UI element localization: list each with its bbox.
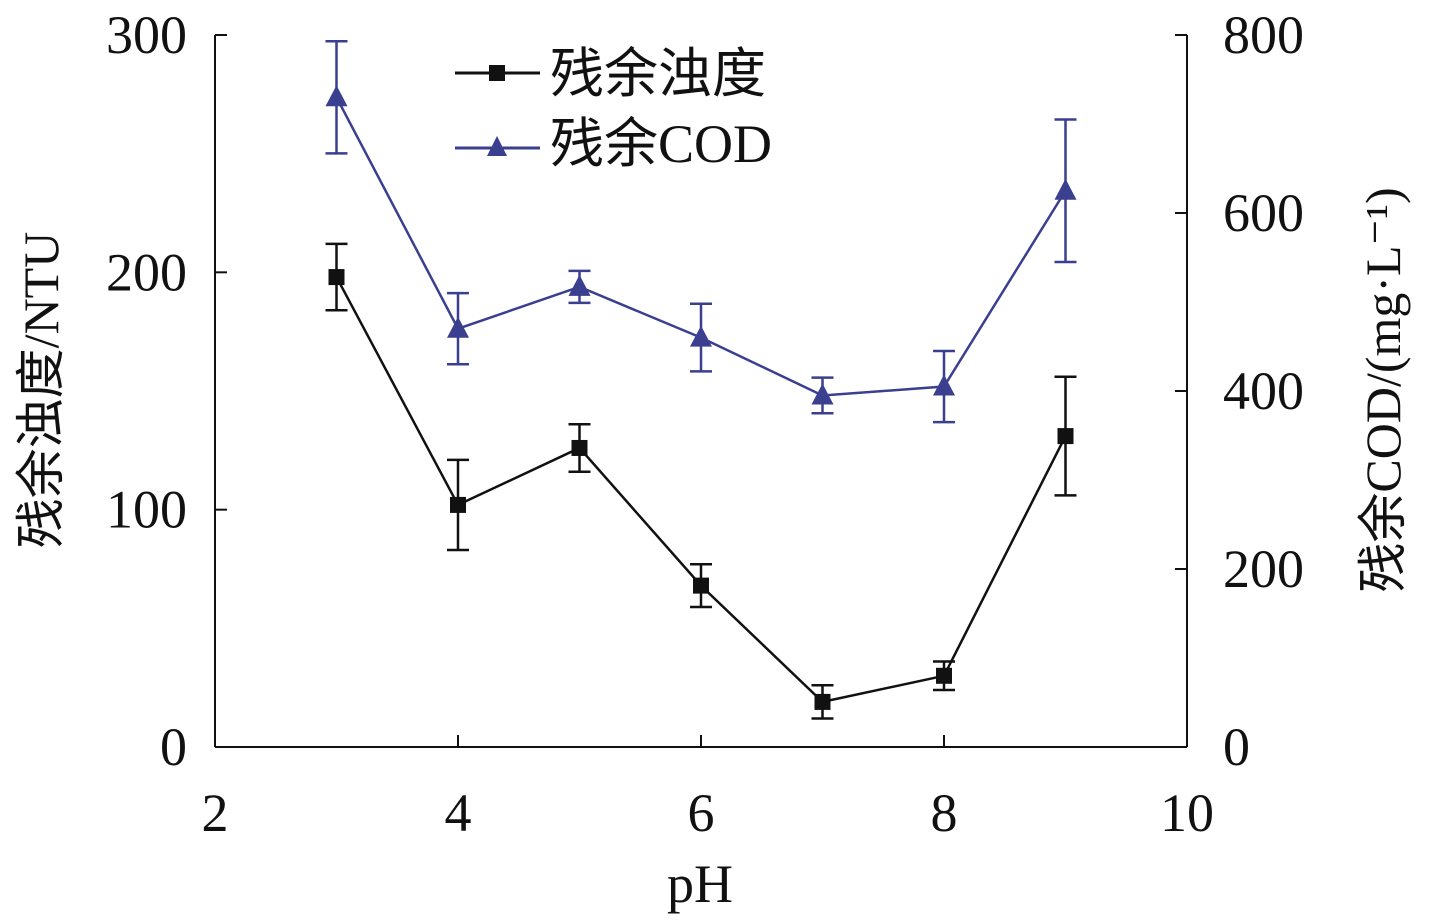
series-cod	[325, 39, 1077, 424]
y-left-tick-label: 100	[106, 480, 187, 540]
y-right-tick-label: 400	[1223, 361, 1304, 421]
data-point-turbidity	[571, 439, 588, 456]
x-tick-label: 4	[445, 783, 472, 843]
legend-label-turbidity: 残余浊度	[550, 44, 766, 104]
data-point-cod	[568, 274, 591, 296]
y-axis-right-label: 残余COD/(mg·L⁻¹)	[1355, 187, 1411, 592]
series-turbidity	[325, 242, 1077, 720]
legend-marker-turbidity	[489, 65, 505, 81]
data-point-turbidity	[1057, 428, 1074, 445]
data-point-turbidity	[450, 496, 466, 513]
y-left-tick-label: 0	[160, 717, 187, 777]
y-right-tick-label: 800	[1223, 5, 1304, 65]
data-point-cod	[447, 316, 469, 338]
y-left-tick-label: 300	[106, 5, 187, 65]
x-tick-label: 10	[1160, 783, 1214, 843]
data-point-cod	[690, 325, 712, 347]
series-layer	[325, 39, 1077, 720]
data-point-turbidity	[814, 693, 831, 710]
data-point-cod	[933, 374, 955, 396]
data-point-cod	[1054, 178, 1077, 200]
data-point-turbidity	[693, 577, 709, 594]
x-axis-label: pH	[667, 854, 733, 914]
x-tick-label: 8	[931, 783, 958, 843]
y-right-tick-label: 0	[1223, 717, 1250, 777]
y-right-tick-label: 200	[1223, 539, 1304, 599]
legend: 残余浊度 残余COD	[455, 44, 772, 174]
x-tick-label: 2	[202, 783, 229, 843]
legend-marker-cod	[487, 136, 507, 156]
legend-label-cod: 残余COD	[550, 114, 772, 174]
x-tick-label: 6	[688, 783, 715, 843]
data-point-cod	[325, 85, 348, 107]
data-point-cod	[811, 383, 834, 405]
data-point-turbidity	[328, 269, 345, 286]
y-left-tick-label: 200	[106, 242, 187, 302]
y-right-tick-label: 600	[1223, 183, 1304, 243]
data-point-turbidity	[936, 667, 952, 684]
y-axis-left-label: 残余浊度/NTU	[13, 232, 69, 549]
